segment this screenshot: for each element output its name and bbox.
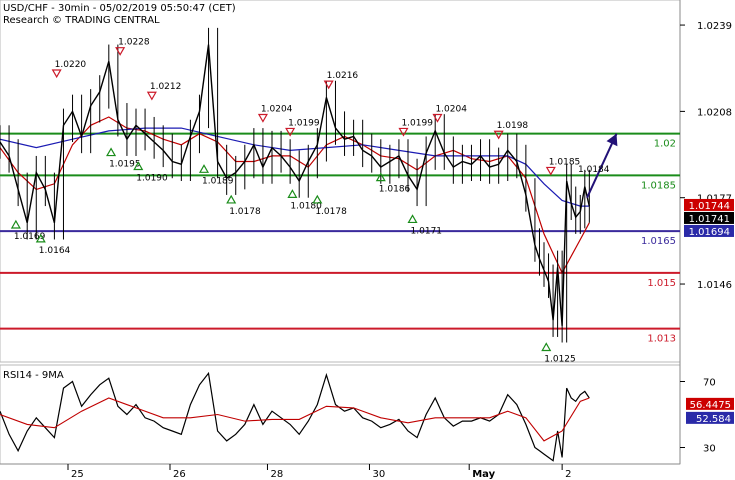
- annotation-label: 1.0189: [202, 176, 234, 186]
- annotation-label: 1.0216: [327, 71, 359, 81]
- annotation-label: 1.0184: [578, 165, 610, 175]
- price-annotations: 1.02201.02281.02121.02041.01991.02161.01…: [10, 38, 610, 365]
- resistance-marker: [493, 130, 504, 140]
- forecast-arrow-shaft: [586, 133, 618, 199]
- annotation-label: 1.0228: [118, 38, 150, 48]
- support-marker: [198, 164, 210, 173]
- support-marker: [287, 189, 298, 198]
- rsi-plot-area: [0, 364, 681, 465]
- resistance-marker: [323, 80, 334, 90]
- rsi-axis-ticks: 70 30 56.4475 52.584: [680, 378, 734, 455]
- rsi-tick-label: 70: [703, 378, 716, 389]
- annotation-label: 1.0185: [549, 157, 581, 167]
- resistance-marker: [115, 47, 126, 56]
- resistance-marker: [51, 69, 62, 79]
- forecast-arrow-head: [606, 133, 618, 147]
- annotation-label: 1.0186: [379, 185, 411, 195]
- annotation-label: 1.0169: [14, 232, 46, 242]
- support-marker: [541, 342, 552, 352]
- price-badge-label: 1.01741: [689, 214, 730, 225]
- time-tick-label: 30: [372, 469, 385, 480]
- time-tick-label: May: [472, 469, 495, 480]
- time-tick-label: 25: [71, 469, 84, 480]
- price-tick-label: 1.0239: [697, 21, 732, 32]
- resistance-marker: [398, 127, 409, 137]
- annotation-label: 1.0125: [544, 355, 576, 365]
- annotation-label: 1.0199: [288, 118, 320, 128]
- price-badge: [684, 211, 734, 224]
- price-badge-label: 1.01694: [689, 227, 730, 238]
- annotation-label: 1.0198: [497, 121, 529, 131]
- level-label: 1.013: [647, 334, 676, 345]
- rsi-line: [0, 371, 590, 462]
- annotation-label: 1.0220: [55, 60, 87, 70]
- price-badges: 1.01744 1.01741 1.01694: [684, 198, 734, 238]
- rsi-badge-label: 52.584: [696, 414, 731, 425]
- price-badge-label: 1.01744: [689, 201, 730, 212]
- time-axis-ticks: 25 26 28 30 May 2: [67, 464, 572, 480]
- resistance-marker: [146, 91, 157, 101]
- rsi-title: RSI14 - 9MA: [3, 370, 64, 381]
- support-marker: [106, 147, 117, 157]
- level-label: 1.0185: [641, 180, 676, 191]
- annotation-label: 1.0171: [411, 226, 443, 236]
- time-tick-label: 26: [173, 469, 186, 480]
- forecast-arrow: [586, 133, 618, 199]
- level-label: 1.02: [654, 139, 676, 150]
- rsi-badge-label: 56.4475: [690, 400, 731, 411]
- level-label: 1.0165: [641, 236, 676, 247]
- annotation-label: 1.0195: [109, 160, 141, 170]
- annotation-label: 1.0178: [315, 207, 347, 217]
- rsi-badge: [686, 411, 734, 424]
- chart-title: USD/CHF - 30min - 05/02/2019 05:50:47 (C…: [3, 3, 236, 14]
- price-series: [0, 27, 590, 343]
- support-marker: [312, 194, 323, 204]
- annotation-label: 1.0212: [150, 82, 182, 92]
- support-marker: [35, 233, 46, 243]
- resistance-marker: [257, 113, 268, 123]
- resistance-marker: [285, 127, 296, 137]
- level-label: 1.015: [647, 278, 676, 289]
- support-marker: [133, 161, 144, 171]
- resistance-marker: [432, 113, 443, 123]
- annotation-label: 1.0178: [229, 207, 261, 217]
- time-tick-label: 28: [270, 469, 283, 480]
- annotation-label: 1.0204: [435, 105, 467, 115]
- support-marker: [375, 172, 386, 182]
- annotation-label: 1.0164: [39, 246, 71, 256]
- rsi-tick-label: 30: [703, 444, 716, 455]
- price-tick-label: 1.0208: [697, 107, 732, 118]
- price-badge: [684, 198, 734, 211]
- chart-source: Research © TRADING CENTRAL: [3, 15, 160, 26]
- annotation-label: 1.0204: [261, 105, 293, 115]
- annotation-label: 1.0190: [136, 174, 168, 184]
- rsi-series: [0, 371, 590, 462]
- price-badge: [684, 224, 734, 237]
- rsi-ma-line: [0, 397, 590, 442]
- time-tick-label: 2: [565, 469, 571, 480]
- resistance-marker: [545, 166, 556, 176]
- support-marker: [10, 219, 21, 229]
- annotation-label: 1.0199: [401, 118, 433, 128]
- rsi-badge: [686, 397, 734, 410]
- price-tick-label: 1.0146: [697, 280, 732, 291]
- price-plot-area: [0, 0, 681, 363]
- price-line: [0, 44, 590, 326]
- support-marker: [407, 214, 418, 224]
- support-marker: [226, 194, 237, 204]
- annotation-label: 1.0180: [290, 201, 322, 211]
